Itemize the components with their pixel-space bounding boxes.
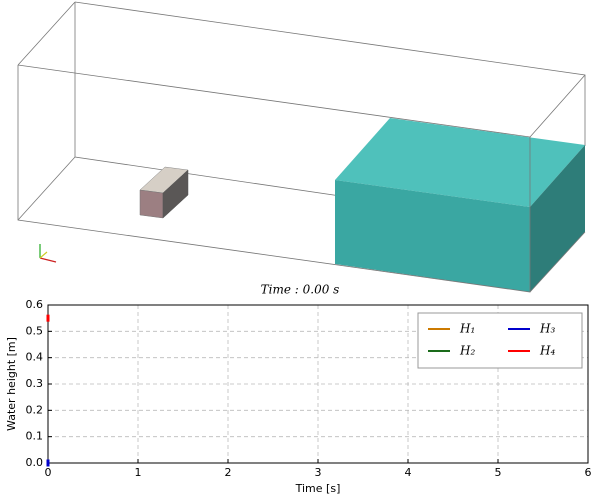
series-point [46, 459, 50, 467]
y-axis-label: Water height [m] [5, 337, 18, 431]
legend-label: H₃ [539, 322, 555, 336]
y-tick-label: 0.5 [26, 324, 44, 337]
legend-label: H₂ [459, 344, 475, 358]
x-tick-label: 0 [45, 466, 52, 479]
obstacle-front [139, 189, 164, 219]
legend-label: H₄ [539, 344, 555, 358]
legend-box [417, 312, 583, 369]
wire-edge [17, 64, 586, 138]
y-tick-label: 0.3 [26, 377, 44, 390]
obstacle-side [162, 169, 189, 219]
x-tick-label: 2 [225, 466, 232, 479]
x-tick-label: 4 [405, 466, 412, 479]
legend-label: H₁ [459, 322, 475, 336]
wire-edge [529, 231, 586, 293]
x-tick-label: 6 [585, 466, 592, 479]
y-tick-label: 0.4 [26, 351, 44, 364]
x-axis-label: Time [s] [295, 482, 341, 495]
y-tick-label: 0.6 [26, 298, 44, 311]
plot-frame [47, 304, 589, 464]
x-tick-label: 3 [315, 466, 322, 479]
water-top [335, 118, 585, 207]
triad-z [39, 251, 48, 259]
y-tick-label: 0.2 [26, 403, 44, 416]
series-point [46, 314, 50, 322]
wire-edge [17, 156, 76, 221]
x-tick-label: 5 [495, 466, 502, 479]
wire-edge [74, 1, 586, 146]
wire-edge [17, 65, 531, 293]
y-tick-label: 0.0 [26, 456, 44, 469]
y-tick-label: 0.1 [26, 430, 44, 443]
wire-edge [17, 1, 76, 66]
triad-x [39, 257, 57, 263]
water-side [530, 145, 585, 292]
water-front [335, 180, 530, 292]
scene-3d: Time : 0.00 s [17, 1, 586, 297]
time-label: Time : 0.00 s [261, 283, 340, 297]
x-tick-label: 1 [135, 466, 142, 479]
